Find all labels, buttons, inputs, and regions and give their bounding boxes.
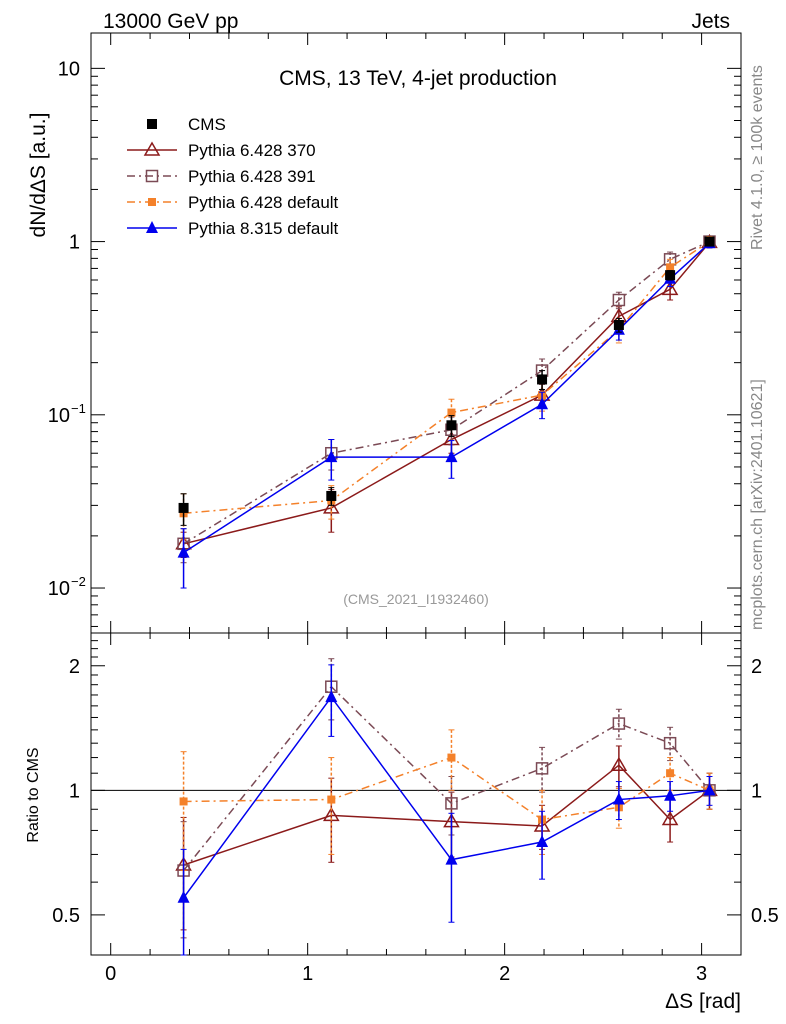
side-mcplots-label: mcplots.cern.ch [arXiv:2401.10621] — [749, 379, 766, 630]
y-tick-label: 10 — [48, 405, 70, 427]
series-line — [183, 241, 711, 545]
ratio-point — [661, 811, 679, 826]
legend-label: Pythia 6.428 391 — [188, 167, 316, 186]
series-0 — [178, 236, 715, 526]
ratio-y-tick-label-right: 1 — [751, 780, 762, 802]
legend-label: Pythia 6.428 370 — [188, 141, 316, 160]
side-rivet-label: Rivet 4.1.0, ≥ 100k events — [749, 65, 766, 250]
ratio-axis-ticks: 0 1 2 3 0.5 0.5 1 1 2 2 — [52, 633, 779, 985]
ratio-line — [183, 756, 710, 821]
ratio-y-axis-label: Ratio to CMS — [25, 747, 42, 842]
ratio-point — [445, 797, 458, 810]
legend-label: Pythia 6.428 default — [188, 193, 339, 212]
header-beam-label: 13000 GeV pp — [103, 10, 238, 33]
data-point — [661, 280, 679, 296]
x-tick-label: 2 — [499, 963, 510, 985]
ratio-point — [612, 792, 625, 805]
data-point — [325, 450, 338, 463]
series-line — [183, 240, 710, 545]
legend-label: CMS — [188, 115, 226, 134]
ratio-point — [666, 769, 675, 778]
x-tick-label: 1 — [302, 963, 313, 985]
series-2 — [177, 235, 716, 564]
legend-marker — [148, 198, 156, 206]
ratio-point — [663, 736, 677, 750]
ratio-line — [183, 764, 710, 866]
y-tick-label: 1 — [69, 232, 80, 254]
series-line — [183, 240, 710, 515]
data-point — [704, 236, 715, 247]
header-process-label: Jets — [691, 10, 730, 33]
ratio-y-tick-label: 1 — [69, 780, 80, 802]
series-4 — [177, 236, 716, 589]
data-point — [536, 397, 549, 410]
legend-marker — [147, 119, 157, 129]
y-tick-exponent: −2 — [71, 574, 86, 589]
legend-marker — [143, 141, 161, 156]
legend-marker — [146, 221, 158, 233]
x-axis-label: ΔS [rad] — [665, 990, 741, 1013]
data-point — [666, 263, 675, 272]
data-point — [537, 374, 548, 385]
ratio-point — [536, 835, 549, 848]
data-point — [665, 270, 676, 281]
main-series-group — [175, 233, 718, 589]
ratio-point — [447, 753, 456, 762]
legend: CMS Pythia 6.428 370 Pythia 6.428 391 Pythi… — [127, 115, 339, 238]
analysis-id: (CMS_2021_I1932460) — [343, 591, 489, 607]
y-axis-label: dN/dΔS [a.u.] — [27, 113, 50, 238]
ratio-y-tick-label-right: 2 — [751, 656, 762, 678]
ratio-point — [177, 890, 190, 903]
ratio-point — [612, 717, 626, 730]
series-3 — [179, 235, 714, 541]
data-point — [613, 319, 624, 330]
ratio-series-4 — [177, 664, 716, 956]
data-point — [445, 450, 458, 463]
y-tick-exponent: −1 — [71, 401, 86, 416]
y-tick-label: 10 — [58, 58, 80, 80]
plot-title: CMS, 13 TeV, 4-jet production — [279, 67, 557, 90]
data-point — [326, 490, 337, 501]
legend-marker — [145, 169, 159, 183]
data-point — [178, 502, 189, 513]
series-1 — [175, 233, 718, 559]
data-point — [447, 408, 456, 417]
y-tick-label: 10 — [48, 578, 70, 600]
x-tick-label: 3 — [696, 963, 707, 985]
ratio-point — [664, 788, 677, 801]
ratio-plot-frame — [90, 632, 742, 956]
data-point — [446, 420, 457, 431]
ratio-y-tick-label: 0.5 — [52, 905, 80, 927]
ratio-point — [535, 762, 549, 775]
legend-label: Pythia 8.315 default — [188, 219, 339, 238]
ratio-y-tick-label-right: 0.5 — [751, 905, 779, 927]
ratio-point — [445, 852, 458, 865]
ratio-point — [703, 783, 716, 796]
ratio-series-group — [175, 658, 718, 956]
ratio-point — [179, 797, 188, 806]
data-point — [177, 545, 190, 558]
ratio-series-1 — [175, 745, 718, 931]
data-point — [612, 293, 626, 307]
ratio-point — [610, 756, 628, 771]
ratio-point — [325, 690, 338, 703]
ratio-y-tick-label: 2 — [69, 656, 80, 678]
x-tick-label: 0 — [105, 963, 116, 985]
ratio-point — [327, 795, 336, 804]
